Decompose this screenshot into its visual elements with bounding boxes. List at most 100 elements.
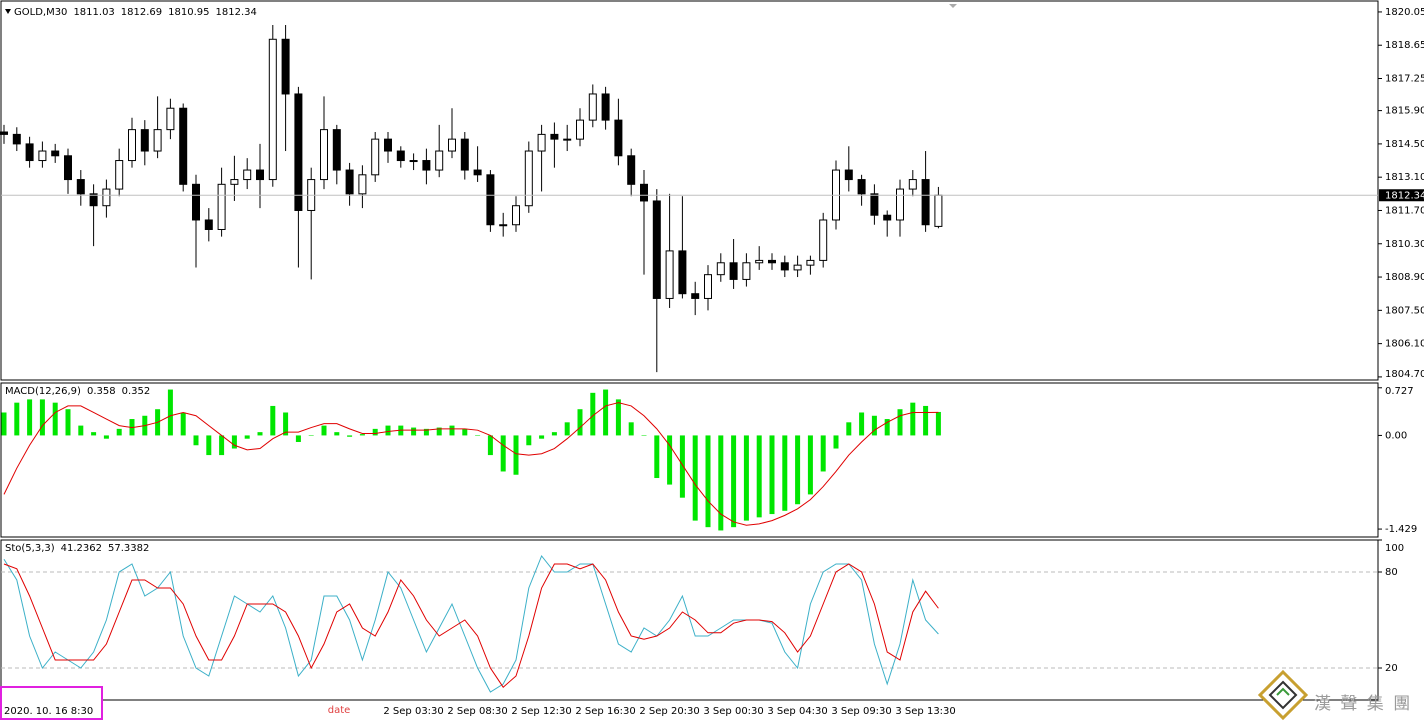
candle-body	[768, 259, 776, 264]
histogram-bar	[807, 435, 813, 495]
candle-body	[204, 219, 213, 230]
candle-body	[230, 179, 239, 185]
candle-body	[76, 179, 85, 195]
candle-body	[729, 262, 738, 280]
histogram-bar	[590, 392, 596, 436]
candle-body	[166, 107, 175, 131]
stochastic-pane	[0, 539, 1379, 701]
histogram-bar	[116, 428, 122, 436]
x-tick-label: 2 Sep 12:30	[511, 706, 571, 717]
candle-body	[217, 183, 226, 230]
histogram-bar	[859, 412, 865, 436]
histogram-bar	[667, 435, 673, 485]
histogram-bar	[436, 427, 442, 436]
candle-body	[358, 174, 367, 195]
histogram-bar	[526, 435, 532, 446]
candle-body	[38, 150, 47, 162]
candle-body	[281, 38, 290, 95]
candle-body	[819, 219, 828, 261]
candle-body	[704, 274, 712, 299]
candle-body	[512, 205, 520, 226]
plot: 1820.05 1818.65 1817.25 1815.90 1814.50 1813.…	[0, 7, 1424, 693]
candle-body	[563, 138, 572, 141]
legend-text: 57.3382	[108, 543, 149, 554]
y-tick-label: 1810.30	[1385, 239, 1424, 250]
candle-body	[115, 160, 124, 190]
candle-body	[844, 169, 853, 181]
histogram-bar	[564, 422, 570, 436]
histogram-bar	[769, 435, 775, 515]
logo	[1257, 669, 1309, 721]
candle-body	[921, 179, 930, 226]
y-tick-label: 1804.70	[1385, 369, 1424, 380]
histogram-bar	[513, 435, 519, 475]
histogram-bar	[551, 432, 557, 436]
candle-body	[25, 143, 34, 162]
histogram-bar	[871, 415, 877, 436]
histogram-bar	[334, 432, 340, 436]
histogram-bar	[308, 435, 314, 436]
candle-body	[601, 93, 610, 121]
candle-body	[345, 169, 354, 195]
histogram-bar	[577, 409, 583, 436]
legend-text: 1812.34	[216, 7, 257, 18]
histogram-bar	[731, 435, 737, 528]
candle-body	[332, 129, 341, 171]
indicator-line	[3, 555, 939, 693]
histogram-bar	[487, 435, 493, 456]
y-tick-label: 1820.05	[1385, 7, 1424, 18]
histogram-bar	[782, 435, 788, 511]
candle-body	[640, 183, 648, 202]
histogram-bar	[795, 435, 801, 505]
candle-body	[627, 155, 636, 185]
histogram-bar	[756, 435, 762, 518]
histogram-bar	[52, 402, 58, 436]
histogram-bar	[923, 405, 929, 436]
histogram-bar	[705, 435, 711, 528]
macd-pane	[0, 382, 1379, 538]
candle-body	[268, 38, 277, 181]
histogram-bar	[257, 432, 263, 436]
histogram-bar	[27, 399, 33, 436]
candle-body	[870, 193, 879, 216]
x-tick-label: 2 Sep 08:30	[447, 706, 507, 717]
shift-marker	[949, 4, 957, 8]
legend-text: 1810.95	[168, 7, 209, 18]
histogram-bar	[897, 409, 903, 436]
histogram-bar	[180, 412, 186, 436]
candle-body	[102, 188, 111, 207]
y-tick-label: 1813.10	[1385, 172, 1424, 183]
histogram-bar	[641, 435, 647, 436]
candle-body	[665, 250, 674, 299]
candle-body	[678, 250, 687, 295]
y-tick-label: 80	[1385, 567, 1398, 578]
histogram-bar	[423, 428, 429, 436]
date-box[interactable]	[0, 686, 103, 720]
histogram-bar	[692, 435, 698, 521]
candle-body	[793, 264, 802, 271]
x-tick-label: 2 Sep 16:30	[575, 706, 635, 717]
candle-body	[716, 262, 725, 276]
y-tick-label: 1818.65	[1385, 40, 1424, 51]
histogram-bar	[193, 435, 199, 446]
histogram-bar	[743, 435, 749, 521]
histogram-bar	[1, 412, 7, 436]
date-value[interactable]: 2020. 10. 16 8:30	[4, 706, 93, 717]
histogram-bar	[359, 434, 365, 436]
date-label: date	[328, 705, 351, 716]
candle-body	[524, 150, 533, 207]
histogram-bar	[347, 435, 353, 437]
candle-body	[883, 214, 892, 221]
histogram-bar	[372, 428, 378, 436]
legend-text: 41.2362	[61, 543, 102, 554]
candle-body	[652, 200, 661, 299]
y-tick-label: 0.727	[1385, 386, 1414, 397]
candle-body	[64, 155, 72, 181]
y-tick-label: 1815.90	[1385, 106, 1424, 117]
legend-text: 0.352	[122, 386, 151, 397]
candle-body	[409, 160, 418, 163]
candle-body	[588, 93, 597, 121]
y-tick-label: -1.429	[1385, 524, 1417, 535]
x-tick-label: 3 Sep 00:30	[703, 706, 763, 717]
